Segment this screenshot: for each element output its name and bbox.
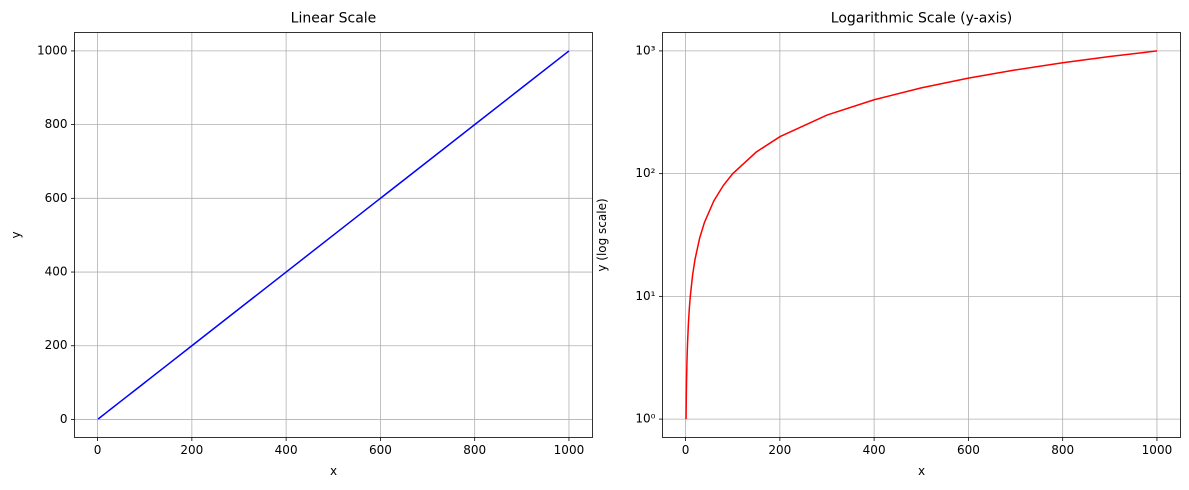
x-axis-label: x [330,464,337,478]
x-tick-label: 1000 [554,443,585,457]
x-tick-label: 400 [863,443,886,457]
line [97,50,570,420]
x-tick-label: 200 [768,443,791,457]
y-tick-label: 10² [635,166,655,180]
y-tick-label: 400 [45,265,68,279]
x-tick-label: 200 [180,443,203,457]
y-tick-label: 10⁰ [635,412,655,426]
y-axis-label: y (log scale) [595,198,609,271]
y-tick-label: 600 [45,191,68,205]
x-tick-label: 800 [1051,443,1074,457]
y-tick-label: 200 [45,338,68,352]
x-tick-label: 0 [682,443,690,457]
chart-title: Logarithmic Scale (y-axis) [831,11,1012,27]
x-tick-label: 400 [275,443,298,457]
line [685,50,1158,420]
x-axis-label: x [918,464,925,478]
x-tick-label: 1000 [1142,443,1173,457]
y-tick-label: 800 [45,117,68,131]
x-tick-label: 600 [369,443,392,457]
y-tick-label: 1000 [37,43,68,57]
y-tick-label: 0 [60,412,68,426]
chart-title: Linear Scale [291,11,377,27]
y-tick-label: 10³ [635,43,655,57]
y-tick-label: 10¹ [635,289,655,303]
axes-frame [662,32,1181,438]
axes-frame [74,32,593,438]
x-tick-label: 800 [463,443,486,457]
x-tick-label: 0 [94,443,102,457]
y-axis-label: y [9,231,23,238]
x-tick-label: 600 [957,443,980,457]
